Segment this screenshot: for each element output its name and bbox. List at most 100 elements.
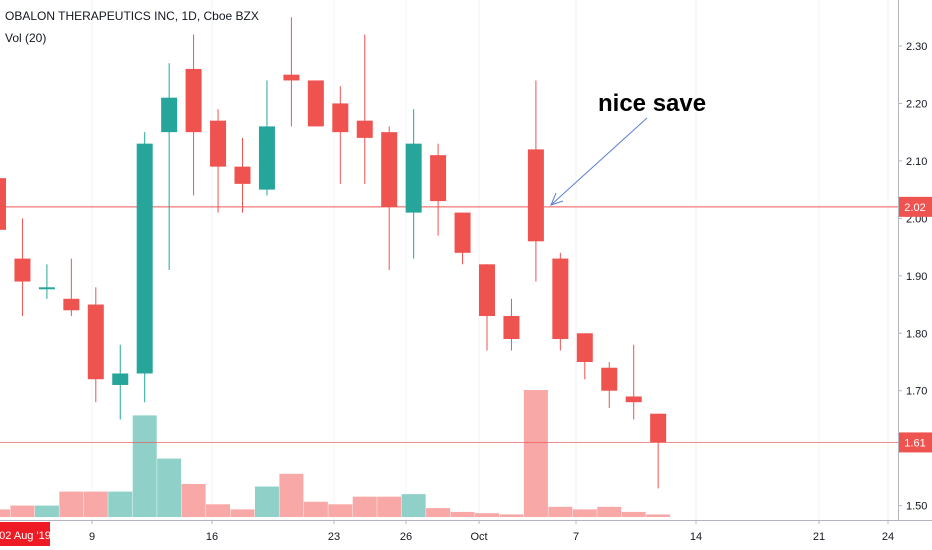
price-tick-label: 2.30 [906,41,927,53]
volume-bar [499,514,524,517]
price-tick-label: 1.80 [906,328,927,340]
candle[interactable] [185,34,202,196]
candle-body [576,333,593,362]
candle-body [283,74,300,81]
time-tick-label: 16 [206,531,218,543]
annotation-text: nice save [598,90,706,117]
volume-bar [328,504,353,517]
volume-bar [646,514,671,517]
volume-bar [34,505,59,517]
candle[interactable] [454,212,471,265]
candle-body [38,287,55,290]
candle-body [307,80,324,127]
candle[interactable] [136,132,153,403]
volume-bar [450,511,475,517]
volume-bars [0,390,671,517]
candle-body [258,126,275,190]
candle-body [87,304,104,380]
candle[interactable] [332,86,349,184]
annotation: nice save [550,90,706,206]
candle[interactable] [283,17,300,127]
price-line-label-box [899,196,932,217]
candle[interactable] [161,63,178,271]
candle-body [356,120,373,138]
volume-bar [377,496,402,517]
time-tick-label: 7 [573,531,579,543]
candle[interactable] [112,344,129,420]
price-tick-label: 1.90 [906,271,927,283]
volume-bar [548,506,573,517]
candle[interactable] [63,258,80,317]
candle-body [161,97,178,133]
candle[interactable] [479,264,495,351]
candle-body [0,178,6,230]
time-axis[interactable]: 9 16 23 26 Oct 7 14 21 24 [89,520,894,543]
candle[interactable] [87,287,104,403]
volume-legend: Vol (20) [5,31,47,45]
volume-bar [206,504,231,517]
volume-bar [59,491,84,517]
time-tick-label: 26 [400,531,412,543]
candle[interactable] [405,109,422,259]
annotation-arrowhead [550,192,564,206]
candle-body [332,103,349,133]
candle[interactable] [38,264,55,299]
candle[interactable] [601,361,618,408]
volume-bar [108,491,133,517]
candle[interactable] [307,80,324,127]
volume-bar [401,494,426,517]
annotation-arrow [550,117,648,206]
time-tick-label: 14 [690,531,702,543]
price-tick-label: 1.50 [906,501,927,513]
candle[interactable] [625,344,642,420]
cursor-date-label: 02 Aug '19 [0,522,51,546]
volume-bar [279,473,304,517]
volume-bar [230,509,255,517]
candle[interactable] [430,143,447,236]
candle-body [63,298,80,311]
candle[interactable] [356,34,373,184]
price-tick-label: 2.20 [906,98,927,110]
candle[interactable] [258,80,275,196]
candle[interactable] [527,80,544,282]
horizontal-lines [0,206,898,443]
candle-body [552,258,569,340]
volume-bar [597,506,622,517]
volume-bar [523,390,548,517]
price-line-labels: 2.02 1.61 [899,196,932,453]
candle[interactable] [650,413,667,489]
price-line-label-box [899,432,932,453]
cursor-date-box [0,522,50,546]
candle-body [479,264,495,317]
candle-body [650,413,667,443]
candle[interactable] [210,109,227,213]
volume-bar [254,486,279,517]
volume-bar [0,509,10,517]
grid [91,0,889,520]
candle[interactable] [0,161,6,236]
candle-body [601,367,618,391]
price-tick-label: 1.70 [906,386,927,398]
candle[interactable] [503,298,520,351]
candle[interactable] [14,218,31,317]
volume-bar [621,511,646,517]
candle-body [430,155,447,202]
volume-bar [426,508,451,517]
candle-body [381,132,398,207]
candle-body [14,258,31,282]
candle[interactable] [576,333,593,380]
time-tick-label: 24 [882,531,894,543]
candle[interactable] [381,126,398,271]
time-tick-label: 21 [813,531,825,543]
price-line-label: 1.61 [904,437,925,449]
candle[interactable] [234,137,251,213]
time-tick-label: 9 [89,531,95,543]
price-line-label: 2.02 [904,202,925,214]
candle-body [234,166,251,184]
candle-body [136,143,153,374]
candle-body [503,316,520,340]
candle[interactable] [552,252,569,351]
